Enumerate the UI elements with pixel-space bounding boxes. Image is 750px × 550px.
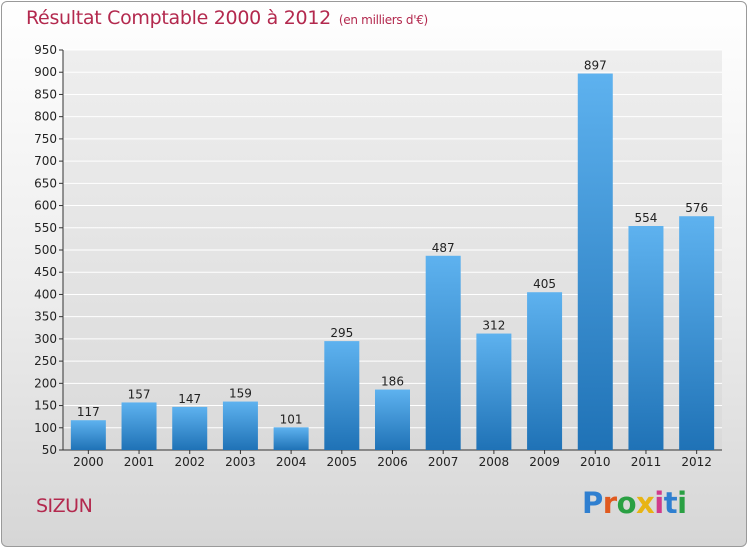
bar-2010[interactable] — [577, 73, 613, 451]
bar-value-label: 312 — [482, 319, 505, 333]
bar-2012[interactable] — [679, 216, 715, 450]
chart-title: Résultat Comptable 2000 à 2012 (en millie… — [26, 7, 428, 29]
x-tick-label: 2009 — [529, 455, 560, 469]
x-tick-label: 2004 — [276, 455, 307, 469]
y-tick-label: 600 — [34, 199, 57, 213]
x-tick-label: 2011 — [631, 455, 662, 469]
logo-letter: t — [663, 486, 678, 520]
logo-letter: r — [602, 486, 617, 520]
y-tick-label: 350 — [34, 310, 57, 324]
bar-2000[interactable] — [70, 420, 106, 450]
y-tick-label: 150 — [34, 399, 57, 413]
bar-value-label: 576 — [685, 201, 708, 215]
logo-letter: i — [654, 486, 664, 520]
y-tick-label: 650 — [34, 176, 57, 190]
commune-name: SIZUN — [36, 495, 93, 517]
y-tick-label: 50 — [42, 443, 57, 457]
bar-value-label: 405 — [533, 277, 556, 291]
x-tick-label: 2007 — [428, 455, 459, 469]
x-tick-label: 2000 — [73, 455, 104, 469]
y-tick-label: 850 — [34, 87, 57, 101]
label-layer: 117 2000 157 2001 147 2002 159 2003 101 2004 295 20… — [73, 59, 712, 469]
bar-2008[interactable] — [476, 333, 512, 450]
bar-value-label: 897 — [584, 59, 607, 73]
bar-value-label: 117 — [77, 405, 100, 419]
y-tick-label: 200 — [34, 376, 57, 390]
logo-letter: o — [616, 486, 637, 520]
bar-2001[interactable] — [121, 402, 157, 450]
y-tick-label: 800 — [34, 110, 57, 124]
chart-title-text: Résultat Comptable 2000 à 2012 — [26, 7, 331, 29]
bar-2007[interactable] — [425, 255, 461, 450]
bar-2011[interactable] — [628, 226, 664, 450]
bar-value-label: 554 — [635, 211, 658, 225]
bar-layer — [70, 73, 715, 451]
proxiti-logo[interactable]: Proxiti — [582, 486, 687, 520]
bar-2002[interactable] — [172, 406, 208, 450]
bar-value-label: 295 — [330, 326, 353, 340]
bar-2003[interactable] — [222, 401, 258, 450]
bar-2005[interactable] — [324, 341, 360, 450]
bar-2004[interactable] — [273, 427, 309, 450]
x-tick-label: 2008 — [479, 455, 510, 469]
y-tick-label: 550 — [34, 221, 57, 235]
x-tick-label: 2010 — [580, 455, 611, 469]
y-tick-label: 950 — [34, 43, 57, 57]
bar-2009[interactable] — [527, 292, 563, 450]
x-tick-label: 2002 — [174, 455, 205, 469]
logo-letter: x — [636, 486, 655, 520]
bar-value-label: 186 — [381, 375, 404, 389]
bar-value-label: 157 — [128, 387, 151, 401]
bar-value-label: 487 — [432, 241, 455, 255]
logo-letter: P — [582, 486, 603, 520]
y-tick-label: 250 — [34, 354, 57, 368]
chart-subtitle: (en milliers d'€) — [338, 13, 428, 27]
x-tick-label: 2012 — [681, 455, 712, 469]
x-tick-label: 2005 — [327, 455, 358, 469]
logo-letter: i — [677, 486, 687, 520]
bar-value-label: 159 — [229, 387, 252, 401]
x-tick-label: 2003 — [225, 455, 256, 469]
y-tick-label: 300 — [34, 332, 57, 346]
y-tick-label: 450 — [34, 265, 57, 279]
y-tick-label: 400 — [34, 287, 57, 301]
y-tick-label: 900 — [34, 65, 57, 79]
bar-value-label: 147 — [178, 392, 201, 406]
y-tick-label: 750 — [34, 132, 57, 146]
x-tick-label: 2006 — [377, 455, 408, 469]
bar-value-label: 101 — [280, 412, 303, 426]
y-tick-label: 100 — [34, 421, 57, 435]
y-tick-label: 700 — [34, 154, 57, 168]
x-tick-label: 2001 — [124, 455, 155, 469]
bar-2006[interactable] — [375, 389, 410, 450]
y-tick-label: 500 — [34, 243, 57, 257]
